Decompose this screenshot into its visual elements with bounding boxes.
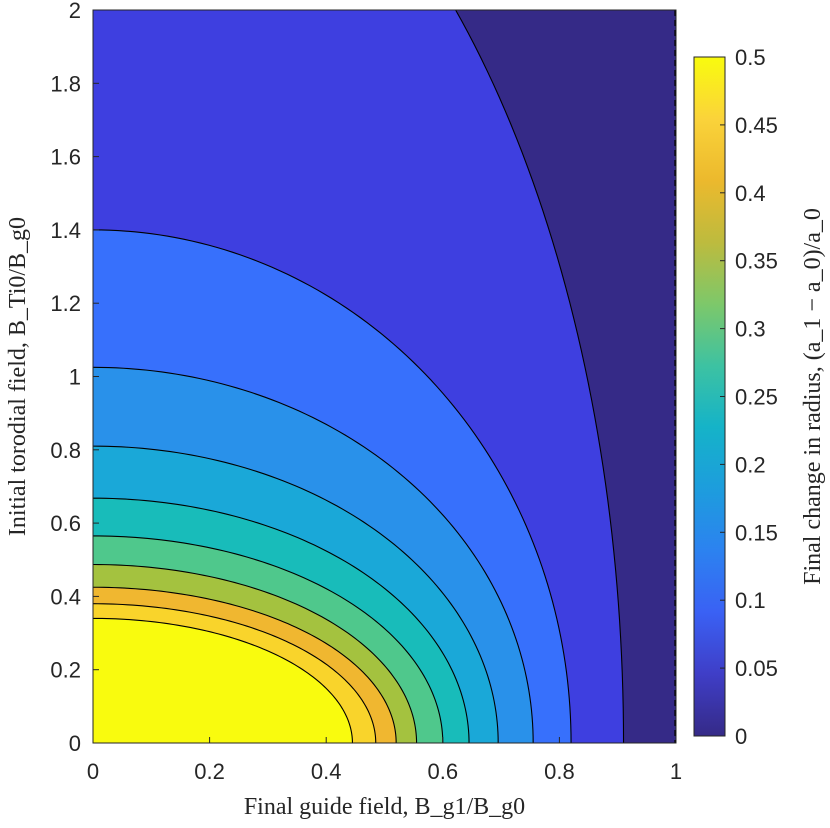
colorbar-title: Final change in radius, (a_1 − a_0)/a_0 [800,208,826,585]
y-tick-label: 0 [69,731,81,756]
colorbar-tick-label: 0.3 [735,317,766,342]
contour-line-0.15 [93,366,534,743]
colorbar [693,56,726,737]
y-tick-label: 1 [69,365,81,390]
colorbar-axis: 0 0.05 0.1 0.15 0.2 0.25 0.3 0.35 0.4 0.45 0.5 [720,45,778,749]
contour-line-0.25 [93,497,470,743]
x-tick-label: 0.2 [194,759,225,784]
x-tick-label: 0.4 [311,759,342,784]
x-tick-label: 0 [87,759,99,784]
x-tick-label: 0.6 [428,759,459,784]
colorbar-tick-label: 0.15 [735,520,778,545]
y-tick-label: 2 [69,0,81,23]
y-tick-label: 0.4 [50,584,81,609]
y-axis-title: Initial torodial field, B_Ti0/B_g0 [5,217,31,536]
contour-line-0.2 [93,445,499,743]
x-tick-label: 1 [670,759,682,784]
y-tick-label: 1.8 [50,71,81,96]
contour-line-0.45 [93,603,377,743]
x-axis-title: Final guide field, B_g1/B_g0 [244,794,525,820]
contour-line-0.1 [93,229,572,743]
colorbar-tick-label: 0.25 [735,385,778,410]
colorbar-tick-label: 0.2 [735,452,766,477]
y-tick-label: 0.8 [50,438,81,463]
colorbar-gradient [693,56,726,737]
contour-band-10 [93,618,353,743]
contour-line-0.5 [93,617,353,743]
x-tick-label: 0.8 [544,759,575,784]
y-tick-label: 1.4 [50,218,81,243]
y-tick-label: 1.2 [50,291,81,316]
x-axis: 0 0.2 0.4 0.6 0.8 1 [87,737,682,784]
colorbar-tick-label: 0.35 [735,249,778,274]
colorbar-tick-label: 0.45 [735,113,778,138]
contour-line-0.3 [93,535,444,743]
contour-line-0.05 [454,10,625,743]
y-tick-label: 0.6 [50,511,81,536]
contour-line-0.4 [93,586,397,743]
contour-line-0.35 [93,563,418,743]
colorbar-tick-label: 0.4 [735,181,766,206]
plot-area [93,10,676,743]
y-tick-label: 1.6 [50,145,81,170]
colorbar-tick-label: 0.05 [735,656,778,681]
colorbar-tick-label: 0 [735,724,747,749]
y-tick-label: 0.2 [50,658,81,683]
contour-lines [93,10,676,743]
colorbar-tick-label: 0.1 [735,588,766,613]
y-axis: 0 0.2 0.4 0.6 0.8 1 1.2 1.4 1.6 1.8 2 [50,0,99,756]
colorbar-tick-label: 0.5 [735,45,766,70]
